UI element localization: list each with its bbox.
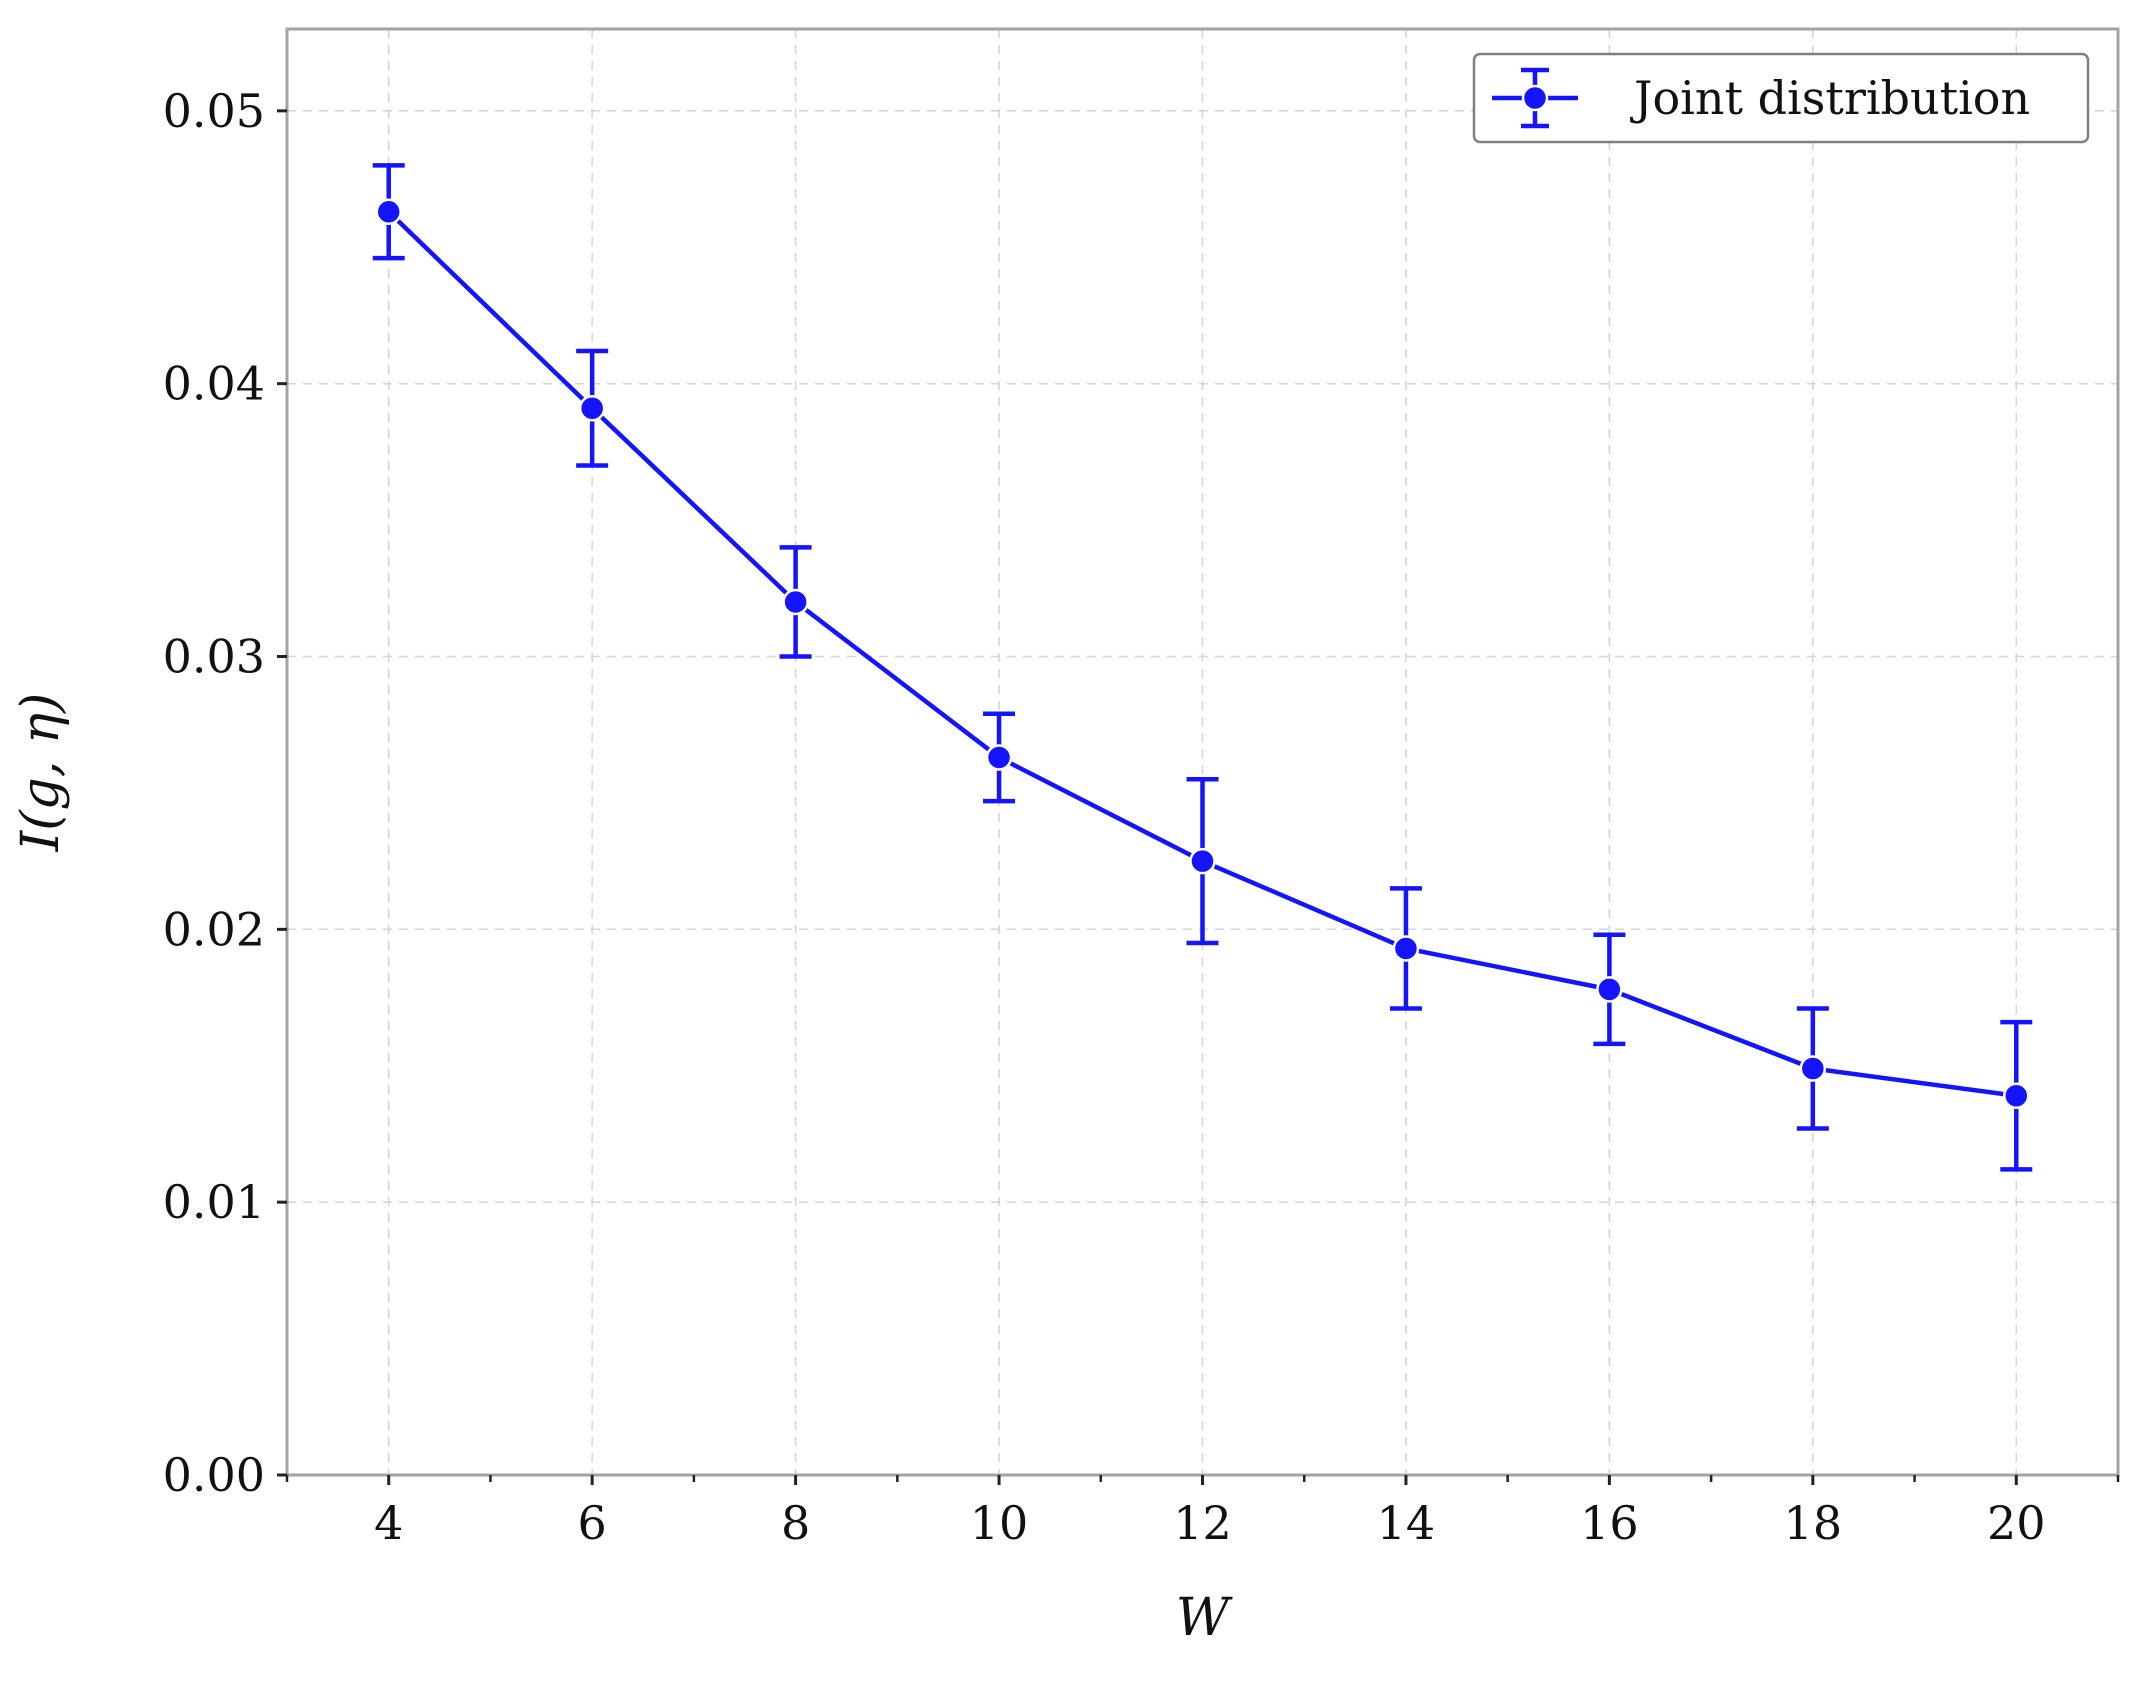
x-tick-label: 18	[1784, 1496, 1843, 1550]
data-point	[1189, 847, 1216, 875]
x-tick-label: 16	[1580, 1496, 1639, 1550]
data-point	[782, 588, 809, 616]
y-axis-label: I(g, η)	[11, 693, 71, 853]
x-tick-label: 20	[1987, 1496, 2046, 1550]
grid	[287, 29, 2118, 1476]
y-tick-label: 0.05	[163, 84, 265, 138]
y-tick-label: 0.03	[163, 630, 265, 684]
y-tick-label: 0.01	[163, 1175, 265, 1229]
legend-point	[1521, 84, 1549, 112]
legend-marker	[1492, 67, 1578, 129]
legend-label: Joint distribution	[1630, 71, 2030, 125]
x-tick-label: 8	[781, 1496, 810, 1550]
x-tick-label: 14	[1377, 1496, 1436, 1550]
data-point	[985, 744, 1013, 771]
y-tick-label: 0.04	[163, 357, 265, 411]
data-point	[375, 198, 402, 226]
data-point	[1799, 1055, 1827, 1082]
data-point	[1392, 935, 1420, 962]
series-layer	[372, 163, 2033, 1172]
y-tick-label: 0.02	[163, 902, 265, 956]
x-tick-label: 12	[1173, 1496, 1232, 1550]
y-tick-label: 0.00	[163, 1448, 265, 1502]
data-point	[578, 394, 606, 422]
axes: 4 6 8 10 12 14 16 18 20 0.00 0.01 0.02 0.03 0.04 0.05	[163, 27, 2120, 1550]
data-point	[2003, 1082, 2030, 1110]
x-tick-label: 4	[374, 1496, 403, 1550]
legend: Joint distribution	[1472, 52, 2090, 144]
x-tick-label: 6	[578, 1496, 607, 1550]
x-tick-label: 10	[970, 1496, 1029, 1550]
x-axis-label: W	[1176, 1588, 1233, 1648]
legend-box	[1472, 52, 2090, 144]
data-point	[1596, 976, 1623, 1003]
